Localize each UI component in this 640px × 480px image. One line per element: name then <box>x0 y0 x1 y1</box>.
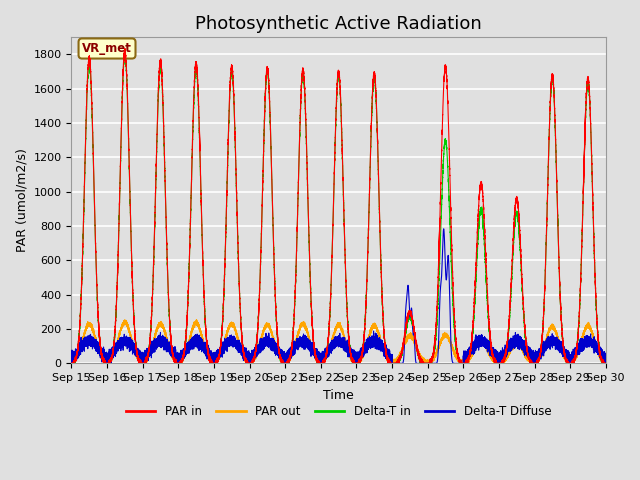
Title: Photosynthetic Active Radiation: Photosynthetic Active Radiation <box>195 15 482 33</box>
X-axis label: Time: Time <box>323 389 354 402</box>
Legend: PAR in, PAR out, Delta-T in, Delta-T Diffuse: PAR in, PAR out, Delta-T in, Delta-T Dif… <box>121 400 556 423</box>
Y-axis label: PAR (umol/m2/s): PAR (umol/m2/s) <box>15 148 28 252</box>
Text: VR_met: VR_met <box>82 42 132 55</box>
